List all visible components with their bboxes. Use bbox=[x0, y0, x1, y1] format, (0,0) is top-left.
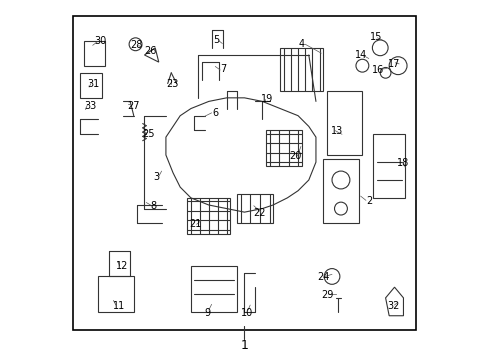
Text: 17: 17 bbox=[387, 59, 399, 69]
Text: 7: 7 bbox=[220, 64, 226, 74]
Text: 4: 4 bbox=[298, 39, 304, 49]
Text: 1: 1 bbox=[240, 338, 248, 351]
Text: 9: 9 bbox=[204, 308, 210, 318]
Text: 8: 8 bbox=[150, 201, 156, 211]
Text: 13: 13 bbox=[330, 126, 343, 136]
Bar bbox=[280, 48, 323, 91]
Text: 5: 5 bbox=[213, 35, 219, 45]
Text: 2: 2 bbox=[366, 197, 372, 206]
Text: 22: 22 bbox=[253, 208, 265, 218]
Text: 27: 27 bbox=[126, 101, 139, 111]
Bar bbox=[372, 134, 405, 198]
Bar bbox=[190, 266, 237, 312]
Bar bbox=[73, 16, 415, 330]
Bar bbox=[187, 198, 230, 234]
Text: 26: 26 bbox=[144, 46, 157, 57]
Text: 21: 21 bbox=[189, 219, 201, 229]
Text: 12: 12 bbox=[116, 261, 128, 271]
Text: 31: 31 bbox=[87, 79, 100, 89]
Text: 29: 29 bbox=[321, 290, 333, 300]
Text: 19: 19 bbox=[260, 94, 272, 104]
Text: 15: 15 bbox=[369, 32, 381, 42]
Text: 3: 3 bbox=[153, 172, 159, 182]
Bar bbox=[326, 91, 362, 155]
Text: 18: 18 bbox=[397, 158, 409, 168]
Text: 6: 6 bbox=[212, 108, 218, 118]
Bar bbox=[83, 41, 105, 66]
Bar bbox=[80, 73, 102, 98]
Text: 14: 14 bbox=[354, 50, 366, 60]
Text: 24: 24 bbox=[317, 272, 329, 282]
Text: 28: 28 bbox=[130, 40, 142, 50]
Text: 10: 10 bbox=[240, 308, 252, 318]
Text: 33: 33 bbox=[84, 101, 96, 111]
Text: 30: 30 bbox=[95, 36, 107, 46]
Bar bbox=[323, 158, 358, 223]
Bar bbox=[98, 276, 134, 312]
Bar bbox=[237, 194, 272, 223]
Text: 20: 20 bbox=[288, 151, 301, 161]
Bar bbox=[265, 130, 301, 166]
Text: 11: 11 bbox=[112, 301, 124, 311]
Text: 16: 16 bbox=[371, 65, 384, 75]
Text: 25: 25 bbox=[142, 129, 155, 139]
Text: 23: 23 bbox=[166, 79, 178, 89]
Text: 32: 32 bbox=[387, 301, 399, 311]
